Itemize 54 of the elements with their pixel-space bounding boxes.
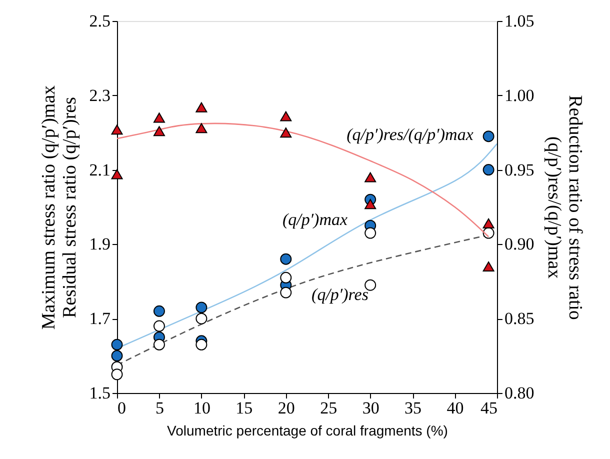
y2-tick-label: 1.05: [504, 12, 534, 30]
y-tick-label: 1.7: [89, 309, 111, 328]
point: [280, 253, 292, 265]
annotation: (q/p′)res/(q/p′)max: [346, 125, 474, 144]
y-axis-title: Maximum stress ratio (q/p′)max Residual stress ratio (q/p′)res: [38, 84, 80, 330]
point: [153, 112, 165, 123]
y2-tick-label: 0.95: [504, 160, 534, 180]
point: [280, 111, 292, 122]
annotation: (q/p′)max: [282, 210, 348, 229]
point: [111, 124, 123, 135]
y2-tick-label: 0.80: [504, 384, 534, 402]
point: [364, 198, 376, 210]
point: [482, 218, 494, 228]
point: [153, 305, 165, 317]
x-tick-label: 25: [320, 398, 338, 418]
y-tick-label: 2.1: [89, 160, 110, 180]
y2-tick-label: 0.85: [504, 309, 534, 328]
point: [364, 227, 376, 239]
y2-tick-label: 1.00: [504, 86, 534, 105]
point: [196, 123, 208, 134]
x-tick-label: 45: [480, 398, 498, 418]
point: [364, 172, 376, 182]
x-tick-label: 35: [404, 398, 422, 418]
x-tick-label: 10: [193, 398, 210, 418]
point: [111, 169, 123, 180]
y-tick-label: 1.5: [89, 384, 110, 402]
point: [482, 261, 494, 272]
x-tick-label: 15: [236, 398, 253, 418]
y-tick-label: 2.3: [89, 86, 110, 105]
point: [111, 338, 123, 350]
point: [196, 102, 208, 112]
point: [111, 368, 123, 380]
point: [196, 302, 208, 314]
x-tick-label: 40: [446, 398, 464, 418]
y2-tick-label: 0.90: [504, 234, 534, 254]
x-axis-title: Volumetric percentage of coral fragments (%): [167, 422, 448, 438]
point: [482, 130, 494, 142]
x-tick-label: 30: [362, 398, 380, 418]
y-tick-label: 2.5: [89, 12, 110, 30]
point: [153, 126, 165, 136]
point: [280, 272, 292, 284]
point: [482, 164, 494, 176]
point: [196, 338, 208, 350]
x-tick-label: 20: [278, 398, 295, 418]
y-tick-label: 1.9: [89, 234, 110, 254]
point: [153, 338, 165, 350]
point: [111, 350, 123, 362]
point: [153, 320, 165, 332]
x-tick-label: 5: [155, 398, 164, 418]
point: [280, 286, 292, 298]
y2-axis-title: Reduction ratio of stress ratio (q/p′)res/(q/p′)max: [543, 95, 586, 320]
annotation: (q/p′)res: [312, 285, 369, 304]
x-tick-label: 0: [118, 398, 126, 418]
point: [280, 128, 292, 138]
